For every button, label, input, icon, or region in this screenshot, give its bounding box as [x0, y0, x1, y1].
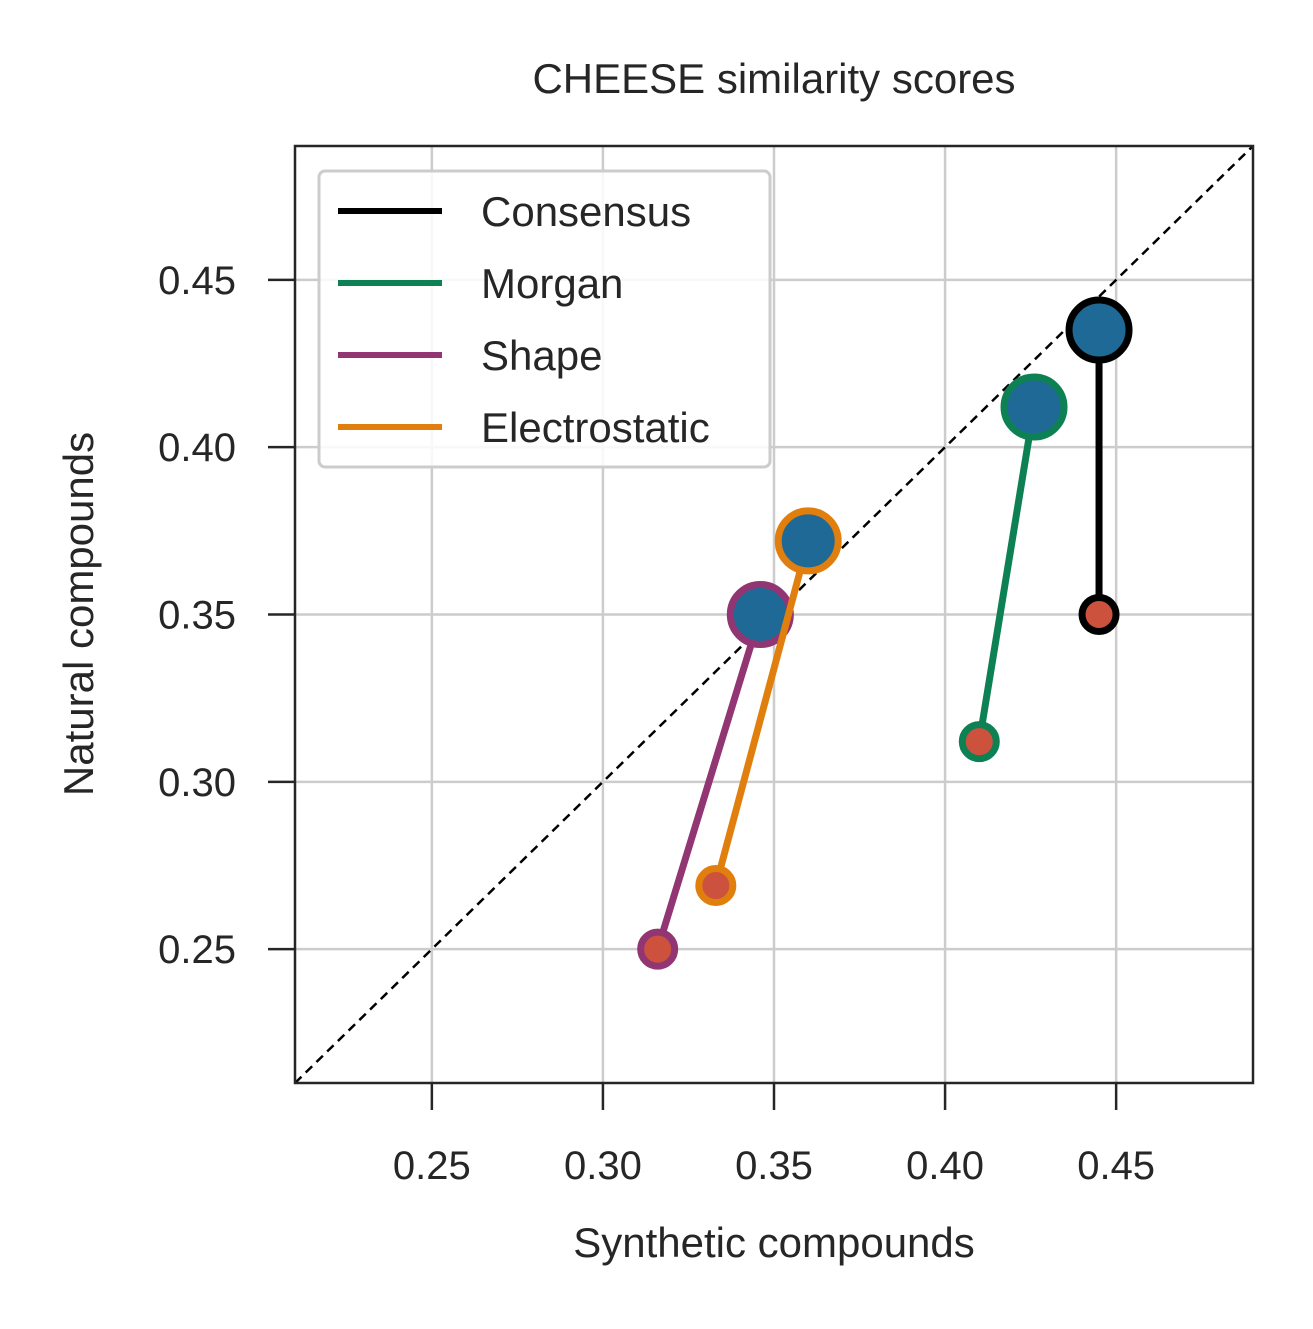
x-tick-label: 0.35	[735, 1144, 813, 1188]
consensus-synthetic-point	[1065, 296, 1133, 364]
x-tick-label: 0.30	[564, 1144, 642, 1188]
x-tick-label: 0.40	[906, 1144, 984, 1188]
series-electrostatic	[695, 507, 842, 907]
legend-label-morgan: Morgan	[481, 260, 623, 307]
x-tick-label: 0.25	[393, 1144, 471, 1188]
y-tick-label: 0.40	[158, 426, 236, 470]
y-tick-label: 0.45	[158, 259, 236, 303]
y-tick-label: 0.30	[158, 761, 236, 805]
legend-label-consensus: Consensus	[481, 188, 691, 235]
series-layer	[637, 296, 1133, 970]
legend: Consensus Morgan Shape Electrostatic	[317, 169, 772, 469]
series-consensus	[1065, 296, 1133, 635]
consensus-natural-point	[1078, 594, 1120, 635]
series-morgan	[958, 373, 1068, 763]
ticks: 0.25 0.30 0.35 0.40 0.45 0.25 0.30 0.35 0.40 0.45	[158, 259, 1155, 1188]
morgan-natural-point	[958, 721, 1000, 763]
y-axis-label: Natural compounds	[55, 432, 102, 796]
legend-box	[317, 169, 772, 469]
legend-label-electrostatic: Electrostatic	[481, 404, 710, 451]
shape-connector-line	[654, 611, 764, 953]
y-tick-label: 0.25	[158, 928, 236, 972]
electrostatic-natural-point	[695, 865, 737, 907]
chart-title: CHEESE similarity scores	[532, 55, 1015, 102]
electrostatic-connector-line	[712, 537, 812, 890]
x-tick-label: 0.45	[1077, 1144, 1155, 1188]
shape-natural-point	[637, 928, 679, 970]
morgan-connector-line	[975, 403, 1038, 746]
y-tick-label: 0.35	[158, 594, 236, 638]
legend-label-shape: Shape	[481, 332, 602, 379]
morgan-synthetic-point	[1000, 373, 1068, 441]
x-axis-label: Synthetic compounds	[573, 1219, 975, 1266]
electrostatic-synthetic-point	[774, 507, 842, 575]
